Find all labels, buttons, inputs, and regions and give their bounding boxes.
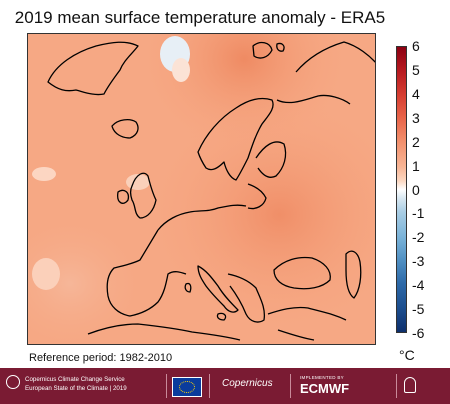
map-svg — [28, 34, 375, 344]
footer-banner: Copernicus Climate Change Service Europe… — [0, 368, 450, 404]
colorbar-tick-label: 4 — [412, 85, 420, 102]
c3s-logo-icon — [404, 377, 416, 393]
colorbar-tick-label: -1 — [412, 205, 425, 222]
coastlines — [47, 41, 375, 341]
implemented-by-label: IMPLEMENTED BY — [300, 375, 344, 380]
divider — [396, 374, 397, 398]
colorbar-tick-label: 1 — [412, 157, 420, 174]
colorbar-tick-label: 0 — [412, 181, 420, 198]
divider — [166, 374, 167, 398]
eu-flag-icon — [172, 377, 202, 397]
colorbar-tick-label: -3 — [412, 253, 425, 270]
copernicus-logo-icon: Copernicus — [222, 378, 273, 389]
map-title: 2019 mean surface temperature anomaly - … — [14, 8, 386, 27]
colorbar-tick-label: 3 — [412, 109, 420, 126]
colorbar-tick-label: -5 — [412, 301, 425, 318]
service-name: Copernicus Climate Change Service — [25, 376, 125, 383]
reference-period: Reference period: 1982-2010 — [29, 352, 173, 364]
c3s-logo-icon — [6, 375, 20, 389]
ecmwf-logo-icon: ECMWF — [300, 381, 350, 396]
report-name: European State of the Climate | 2019 — [25, 385, 127, 392]
colorbar-tick-label: 5 — [412, 61, 420, 78]
divider — [209, 374, 210, 398]
colorbar-tick-label: -4 — [412, 277, 425, 294]
divider — [290, 374, 291, 398]
colorbar-tick-label: 6 — [412, 38, 420, 54]
colorbar-tick-label: 2 — [412, 133, 420, 150]
colorbar-tick-label: -2 — [412, 229, 425, 246]
anomaly-map — [27, 33, 376, 345]
colorbar-tick-label: -6 — [412, 325, 425, 341]
colorbar — [396, 46, 407, 333]
colorbar-unit: °C — [399, 347, 415, 363]
